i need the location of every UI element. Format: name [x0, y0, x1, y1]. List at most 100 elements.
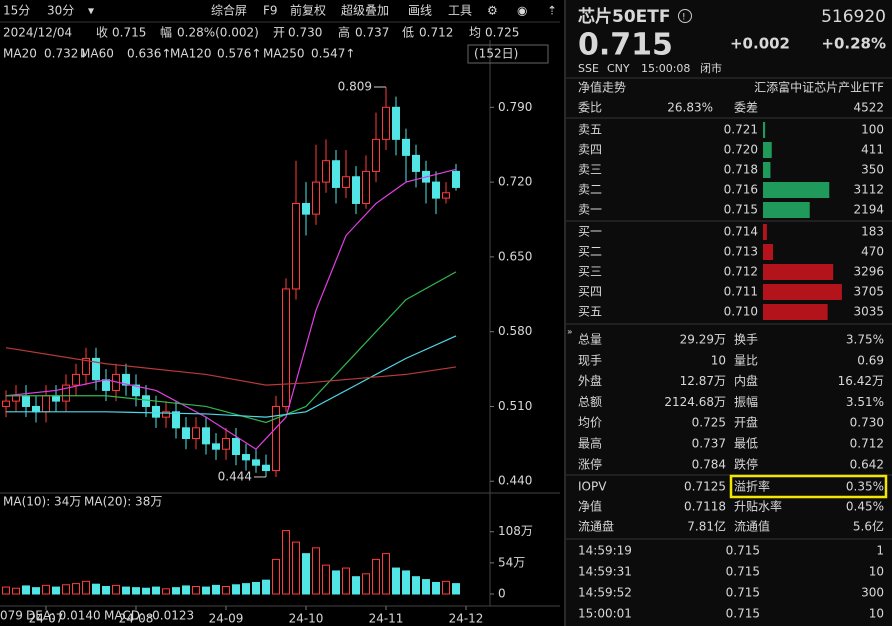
book-price: 0.718 — [724, 163, 758, 177]
candle-body — [162, 411, 170, 418]
candle-body — [92, 357, 100, 381]
volume-bar — [132, 587, 140, 595]
candle-body — [52, 395, 60, 402]
candle-body — [392, 106, 400, 140]
up-icon[interactable]: ⇡ — [547, 4, 557, 18]
security-code: 516920 — [821, 7, 886, 27]
stat-value: 0.737 — [692, 437, 726, 451]
settings-icon[interactable]: ⚙ — [487, 4, 498, 18]
y-tick-label: 0.580 — [498, 324, 532, 338]
book-volume: 100 — [861, 123, 884, 137]
volume-bar — [122, 586, 130, 595]
quote-field: 0.737 — [355, 26, 389, 40]
book-price: 0.721 — [724, 123, 758, 137]
volume-bar — [162, 588, 170, 595]
volume-bar — [442, 580, 450, 595]
candle-body — [372, 138, 380, 172]
annotation-label: 0.444 — [218, 469, 252, 483]
stat-label: 开盘 — [734, 415, 758, 430]
ma-legend-name: MA250 — [263, 47, 304, 61]
price-change: +0.002 — [730, 35, 790, 53]
volume-bar — [402, 570, 410, 595]
trade-volume: 1 — [876, 544, 884, 558]
stat-label: 流通盘 — [578, 519, 614, 534]
volume-bar — [212, 584, 220, 595]
stat-label: 内盘 — [734, 373, 758, 388]
book-bar — [763, 162, 771, 178]
toolbar-tab[interactable]: 30分 — [47, 4, 74, 18]
candle-body — [332, 160, 340, 188]
dropdown-icon[interactable]: ▾ — [88, 4, 94, 18]
candle-body — [192, 427, 200, 440]
ma-legend-value: 0.547↑ — [311, 47, 355, 61]
quote-field: 2024/12/04 — [3, 26, 72, 40]
book-level: 卖四 — [578, 143, 602, 157]
stat-label: IOPV — [578, 480, 607, 494]
candle-body — [32, 405, 40, 413]
ma-legend-name: MA20 — [3, 47, 37, 61]
volume-bar — [32, 587, 40, 595]
nav-link[interactable]: 净值走势 — [578, 80, 626, 95]
book-volume: 3112 — [853, 183, 884, 197]
book-volume: 411 — [861, 143, 884, 157]
collapse-icon[interactable]: » — [567, 328, 573, 338]
stat-value: 0.642 — [850, 457, 884, 471]
stat-label: 最高 — [578, 436, 602, 451]
stat-value: 0.35% — [846, 480, 884, 494]
stat-value: 0.730 — [850, 416, 884, 430]
volume-bar — [62, 584, 70, 595]
book-bar — [763, 244, 774, 260]
x-tick-label: 24-12 — [449, 612, 484, 626]
stat-value: 3.75% — [846, 333, 884, 347]
toolbar-button[interactable]: 前复权 — [290, 3, 326, 18]
ma-line — [5, 347, 457, 386]
candle-body — [82, 357, 90, 375]
book-volume: 350 — [861, 163, 884, 177]
volume-bar — [452, 583, 460, 595]
volume-bar — [272, 558, 280, 595]
candle-body — [232, 438, 240, 456]
vol-tick-label: 0 — [498, 587, 506, 601]
price-change-pct: +0.28% — [821, 35, 886, 53]
book-volume: 3705 — [853, 285, 884, 299]
volume-bar — [112, 584, 120, 595]
info-icon[interactable] — [678, 9, 692, 23]
stat-value: 29.29万 — [680, 333, 726, 347]
candle-body — [452, 170, 460, 188]
candle-body — [42, 395, 50, 413]
eye-icon[interactable]: ◉ — [517, 4, 527, 18]
stat-label: 换手 — [734, 333, 758, 347]
stat-value: 5.6亿 — [853, 519, 884, 534]
candle-body — [2, 400, 10, 407]
x-tick-label: 24-08 — [119, 612, 154, 626]
y-tick-label: 0.650 — [498, 249, 532, 263]
toolbar-tab[interactable]: 15分 — [3, 4, 30, 18]
book-level: 买三 — [578, 265, 602, 279]
volume-bar — [312, 547, 320, 595]
stat-label: 量比 — [734, 353, 758, 367]
meta: CNY — [607, 62, 630, 75]
trade-time: 14:59:52 — [578, 586, 632, 600]
toolbar-button[interactable]: 画线 — [408, 4, 432, 18]
candle-body — [142, 395, 150, 407]
volume-bar — [362, 573, 370, 595]
toolbar-button[interactable]: 工具 — [448, 4, 472, 18]
meta: 闭市 — [700, 61, 722, 75]
candle-body — [442, 192, 450, 199]
toolbar-button[interactable]: F9 — [263, 4, 278, 18]
stat-label: 现手 — [578, 353, 602, 367]
ma-legend-name: MA120 — [170, 47, 211, 61]
volume-bar — [192, 586, 200, 595]
quote-field: 开 — [273, 26, 285, 40]
diff: 4522 — [853, 101, 884, 115]
volume-bar — [422, 579, 430, 595]
ma-legend-value: 0.636↑ — [127, 47, 171, 61]
y-tick-label: 0.790 — [498, 100, 532, 114]
toolbar-button[interactable]: 超级叠加 — [341, 3, 389, 18]
stat-label: 振幅 — [734, 394, 758, 409]
volume-bar — [222, 586, 230, 595]
stat-value: 3.51% — [846, 395, 884, 409]
quote-panel — [566, 0, 892, 626]
toolbar-button[interactable]: 综合屏 — [211, 3, 247, 18]
